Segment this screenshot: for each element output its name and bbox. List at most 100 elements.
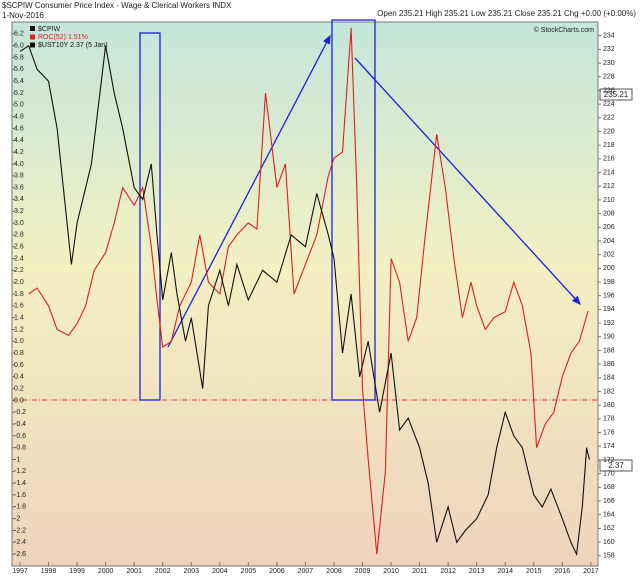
y2-tick-label: 212 xyxy=(603,183,615,190)
trend-arrow xyxy=(167,34,331,348)
y2-tick-label: 204 xyxy=(603,238,615,245)
y-tick-label: 2.4 xyxy=(14,255,24,262)
x-tick-label: 2000 xyxy=(98,568,114,575)
legend-label: $UST10Y 2.37 (5 Jan) xyxy=(38,42,108,49)
date: 1-Nov-2016 xyxy=(2,11,44,20)
y-tick-label: 4.4 xyxy=(14,137,24,144)
y-tick-label: 6.0 xyxy=(14,42,24,49)
y-tick-label: 0.8 xyxy=(14,350,24,357)
y2-tick-label: 176 xyxy=(603,429,615,436)
y-tick-label: 3.4 xyxy=(14,196,24,203)
plot-area xyxy=(11,21,599,567)
y-tick-label: 4.0 xyxy=(14,161,24,168)
y-tick-label: -2.4 xyxy=(14,539,26,546)
y2-tick-label: 210 xyxy=(603,197,615,204)
y2-tick-label: 224 xyxy=(603,101,615,108)
x-tick-label: 2001 xyxy=(126,568,142,575)
y2-tick-label: 178 xyxy=(603,416,615,423)
y-tick-label: -1 xyxy=(14,456,20,463)
y-tick-label: 3.8 xyxy=(14,173,24,180)
y2-tick-label: 198 xyxy=(603,279,615,286)
x-tick-label: 2006 xyxy=(269,568,285,575)
y2-tick-label: 218 xyxy=(603,142,615,149)
x-tick-label: 2002 xyxy=(155,568,171,575)
y2-tick-label: 234 xyxy=(603,33,615,40)
y-tick-label: 1.2 xyxy=(14,326,24,333)
y2-tick-label: 170 xyxy=(603,470,615,477)
y-tick-label: 1.0 xyxy=(14,338,24,345)
y2-tick-label: 214 xyxy=(603,169,615,176)
series-line xyxy=(19,44,590,557)
y2-tick-label: 190 xyxy=(603,334,615,341)
y2-tick-label: 188 xyxy=(603,347,615,354)
y-tick-label: 5.4 xyxy=(14,78,24,85)
y-tick-label: -0.2 xyxy=(14,409,26,416)
x-tick-label: 2010 xyxy=(383,568,399,575)
y-tick-label: 6.2 xyxy=(14,31,24,38)
y-tick-label: 2.6 xyxy=(14,244,24,251)
y-tick-label: 4.6 xyxy=(14,125,24,132)
y-tick-label: -1.2 xyxy=(14,468,26,475)
x-tick-label: 2011 xyxy=(412,568,427,575)
y-tick-label: 0.0 xyxy=(14,397,24,404)
highlight-box xyxy=(139,32,161,401)
x-tick-label: 2004 xyxy=(212,568,228,575)
y2-tick-label: 166 xyxy=(603,498,615,505)
x-tick-label: 2017 xyxy=(583,568,599,575)
y-tick-label: 0.6 xyxy=(14,362,24,369)
y-tick-label: 0.4 xyxy=(14,374,24,381)
x-tick-label: 2016 xyxy=(555,568,571,575)
y2-tick-label: 180 xyxy=(603,402,615,409)
y2-tick-label: 232 xyxy=(603,46,615,53)
y-tick-label: 5.8 xyxy=(14,54,24,61)
y-tick-label: -0.4 xyxy=(14,421,26,428)
y-tick-label: 4.2 xyxy=(14,149,24,156)
y2-tick-label: 172 xyxy=(603,457,615,464)
y2-tick-label: 194 xyxy=(603,306,615,313)
annotation: 2.37 xyxy=(608,461,624,470)
y2-tick-label: 230 xyxy=(603,60,615,67)
y-tick-label: -2.6 xyxy=(14,551,26,558)
y2-tick-label: 182 xyxy=(603,388,615,395)
credit: © StockCharts.com xyxy=(534,26,595,34)
y2-tick-label: 202 xyxy=(603,251,615,258)
y2-tick-label: 200 xyxy=(603,265,615,272)
y2-tick-label: 160 xyxy=(603,539,615,546)
x-tick-label: 2014 xyxy=(497,568,513,575)
y2-tick-label: 184 xyxy=(603,375,615,382)
y-tick-label: 2.0 xyxy=(14,279,24,286)
legend-swatch xyxy=(30,26,35,31)
y-tick-label: 1.8 xyxy=(14,291,24,298)
y-tick-label: 3.0 xyxy=(14,220,24,227)
legend-label: ROC(52) 1.51% xyxy=(38,34,88,41)
y-tick-label: -2 xyxy=(14,516,20,523)
y2-tick-label: 208 xyxy=(603,210,615,217)
y-tick-label: 5.6 xyxy=(14,66,24,73)
x-tick-label: 2013 xyxy=(469,568,485,575)
quote: Open 235.21 High 235.21 Low 235.21 Close… xyxy=(377,9,636,18)
series-line xyxy=(28,27,589,555)
x-tick-label: 2007 xyxy=(298,568,314,575)
y-tick-label: 0.2 xyxy=(14,385,24,392)
x-tick-label: 1997 xyxy=(12,568,28,575)
x-tick-label: 1999 xyxy=(69,568,85,575)
x-tick-label: 2008 xyxy=(326,568,342,575)
y2-tick-label: 158 xyxy=(603,553,615,560)
y2-tick-label: 192 xyxy=(603,320,615,327)
legend-swatch xyxy=(30,42,35,48)
y2-tick-label: 228 xyxy=(603,74,615,81)
y-tick-label: -1.6 xyxy=(14,492,26,499)
x-tick-label: 1998 xyxy=(41,568,57,575)
y2-tick-label: 186 xyxy=(603,361,615,368)
y2-tick-label: 222 xyxy=(603,115,615,122)
trend-arrow xyxy=(354,57,581,305)
y2-tick-label: 164 xyxy=(603,512,615,519)
annotation-box xyxy=(599,88,633,101)
y-tick-label: 4.8 xyxy=(14,113,24,120)
y2-tick-label: 220 xyxy=(603,128,615,135)
highlight-box xyxy=(331,19,376,401)
y2-tick-label: 174 xyxy=(603,443,615,450)
y-tick-label: 1.6 xyxy=(14,303,24,310)
y2-tick-label: 226 xyxy=(603,87,615,94)
